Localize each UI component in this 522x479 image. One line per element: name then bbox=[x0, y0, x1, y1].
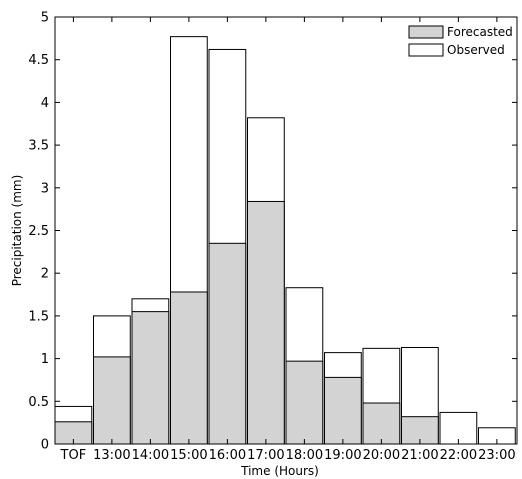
legend-swatch-observed bbox=[408, 43, 444, 57]
legend-label-forecasted: Forecasted bbox=[447, 25, 513, 39]
bar-forecasted-18-00 bbox=[285, 360, 324, 445]
x-tick-label: 18:00 bbox=[286, 448, 323, 463]
legend-swatch-forecasted bbox=[408, 25, 444, 39]
bars-group bbox=[54, 36, 516, 445]
y-tick-label: 5 bbox=[41, 11, 49, 26]
x-tick-label: TOF bbox=[60, 448, 87, 463]
bar-forecasted-19-00 bbox=[324, 376, 362, 445]
y-tick-label: 4 bbox=[41, 96, 49, 111]
bar-forecasted-20-00 bbox=[362, 402, 401, 445]
x-tick-label: 17:00 bbox=[247, 448, 284, 463]
bar-forecasted-13-00 bbox=[93, 356, 131, 445]
y-axis: 0 0.5 1 1.5 2 2.5 3 3.5 4 4.5 5 bbox=[28, 11, 517, 453]
x-axis-title: Time (Hours) bbox=[240, 464, 319, 478]
x-tick-label: 22:00 bbox=[440, 448, 477, 463]
bar-forecasted-17-00 bbox=[247, 200, 285, 445]
x-tick-label: 21:00 bbox=[401, 448, 438, 463]
y-tick-label: 3 bbox=[41, 181, 49, 196]
y-tick-label: 0.5 bbox=[28, 395, 49, 410]
x-tick-label: 14:00 bbox=[132, 448, 169, 463]
bar-forecasted-14-00 bbox=[131, 311, 170, 445]
x-tick-label: 20:00 bbox=[363, 448, 400, 463]
bar-forecasted-16-00 bbox=[208, 242, 247, 445]
y-tick-label: 2 bbox=[41, 267, 49, 282]
y-axis-title: Precipitation (mm) bbox=[10, 175, 24, 287]
y-tick-label: 1 bbox=[41, 352, 49, 367]
x-tick-label: 15:00 bbox=[170, 448, 207, 463]
x-tick-label: 19:00 bbox=[324, 448, 361, 463]
y-tick-label: 3.5 bbox=[28, 139, 49, 154]
legend-label-observed: Observed bbox=[447, 43, 505, 57]
legend: Forecasted Observed bbox=[408, 25, 513, 57]
y-tick-label: 2.5 bbox=[28, 224, 49, 239]
x-tick-label: 13:00 bbox=[93, 448, 130, 463]
y-tick-label: 1.5 bbox=[28, 309, 49, 324]
x-tick-label: 23:00 bbox=[478, 448, 515, 463]
bar-observed-22-00 bbox=[439, 411, 478, 445]
bar-forecasted-15-00 bbox=[170, 291, 208, 445]
x-axis: TOF 13:00 14:00 15:00 16:00 17:00 18:00 19:00 20… bbox=[60, 17, 516, 463]
x-tick-label: 16:00 bbox=[209, 448, 246, 463]
y-tick-label: 0 bbox=[41, 438, 49, 453]
y-tick-label: 4.5 bbox=[28, 53, 49, 68]
